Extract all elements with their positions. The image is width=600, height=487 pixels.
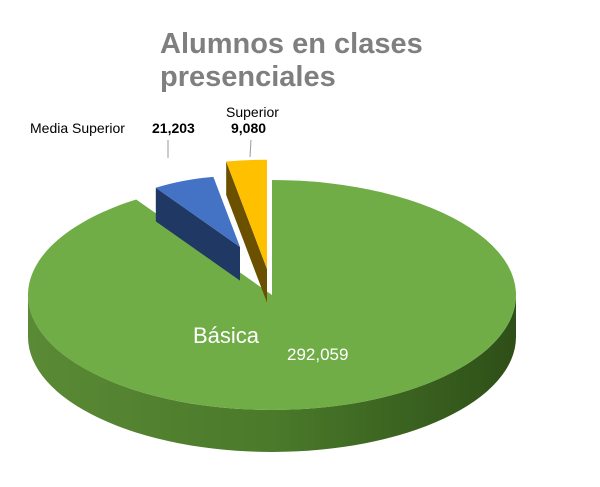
slice-edge-2 (226, 161, 267, 303)
slice-1 (155, 176, 240, 247)
label-media-superior: Media Superior (30, 120, 125, 136)
label-superior: Superior (226, 104, 279, 120)
value-media-superior: 21,203 (152, 120, 195, 136)
leader-line-superior (249, 139, 252, 158)
slice-edge-1 (155, 187, 240, 281)
value-superior: 9,080 (231, 120, 266, 136)
label-basica: Básica (193, 323, 260, 348)
slice-0 (27, 180, 516, 410)
value-basica: 292,059 (287, 345, 348, 364)
slice-side-0 (28, 295, 516, 452)
slice-2 (226, 159, 267, 269)
chart-title: Alumnos en clases presenciales (160, 28, 423, 93)
